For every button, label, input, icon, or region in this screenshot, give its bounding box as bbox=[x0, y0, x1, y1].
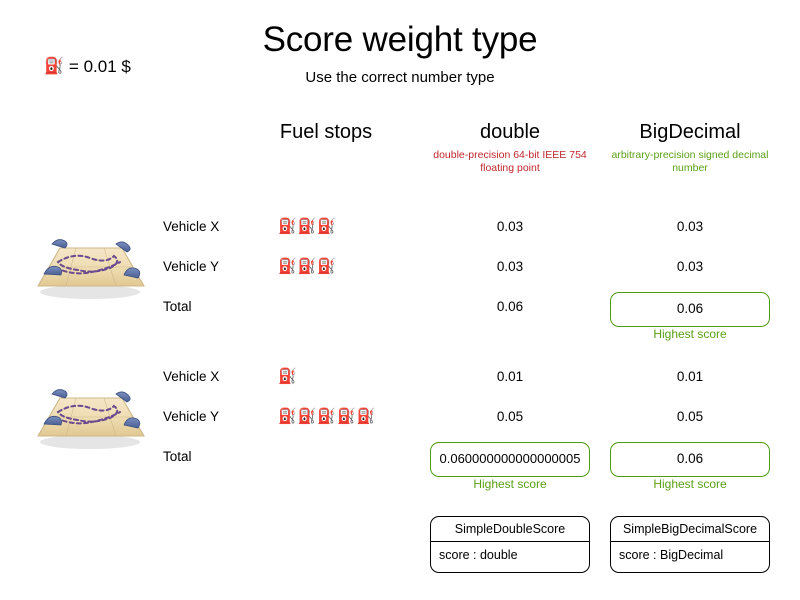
score-cell: 0.03 bbox=[676, 219, 704, 234]
score-cell: 0.01 bbox=[676, 369, 704, 384]
scenario-rows: Vehicle X ⛽ 0.01 0.01 Vehicle Y ⛽⛽⛽⛽⛽ 0.05 0.05… bbox=[0, 360, 800, 491]
score-value: 0.06 bbox=[676, 451, 704, 466]
row-label: Total bbox=[163, 449, 192, 464]
score-cell: 0.03 bbox=[676, 259, 704, 274]
vehicle-routing-map bbox=[30, 382, 150, 452]
table-row: Total 0.06 0.06 Highest score bbox=[0, 290, 800, 341]
highest-score-label: Highest score bbox=[653, 477, 727, 491]
highlighted-score-cell: 0.06 bbox=[610, 442, 770, 477]
table-row: Vehicle X ⛽ 0.01 0.01 bbox=[0, 360, 800, 400]
score-cell: 0.01 bbox=[496, 369, 524, 384]
column-header-bigdecimal: BigDecimal bbox=[639, 121, 741, 143]
page-subtitle: Use the correct number type bbox=[305, 69, 495, 86]
highlighted-score-cell: 0.060000000000000005 bbox=[430, 442, 590, 477]
row-label: Total bbox=[163, 299, 192, 314]
uml-class-name: SimpleBigDecimalScore bbox=[611, 517, 769, 542]
score-cell: 0.05 bbox=[496, 409, 524, 424]
legend: ⛽ = 0.01 $ bbox=[44, 56, 131, 78]
column-header-double: double bbox=[479, 121, 541, 143]
score-cell: 0.03 bbox=[496, 259, 524, 274]
uml-class-field: score : double bbox=[439, 548, 518, 562]
column-description-double: double-precision 64-bit IEEE 754 floatin… bbox=[433, 149, 587, 174]
row-label: Vehicle Y bbox=[163, 409, 220, 424]
table-row: Total 0.060000000000000005 Highest score 0.… bbox=[0, 440, 800, 491]
fuel-pump-icon-group: ⛽⛽⛽⛽⛽ bbox=[278, 408, 377, 425]
vehicle-routing-map-graphic bbox=[37, 239, 145, 299]
uml-class-simplebigdecimalscore: SimpleBigDecimalScore score : BigDecimal bbox=[610, 516, 770, 573]
uml-class-field: score : BigDecimal bbox=[619, 548, 724, 562]
highest-score-label: Highest score bbox=[473, 477, 547, 491]
row-label: Vehicle X bbox=[163, 219, 220, 234]
vehicle-routing-map bbox=[30, 232, 150, 302]
column-description-bigdecimal: arbitrary-precision signed decimal numbe… bbox=[611, 149, 769, 174]
score-value: 0.06 bbox=[676, 301, 704, 316]
row-label: Vehicle X bbox=[163, 369, 220, 384]
fuel-pump-icon-group: ⛽⛽⛽ bbox=[278, 258, 338, 275]
highlighted-score-cell: 0.06 bbox=[610, 292, 770, 327]
highest-score-label: Highest score bbox=[653, 327, 727, 341]
table-row: Vehicle Y ⛽⛽⛽ 0.03 0.03 bbox=[0, 250, 800, 290]
column-header-fuel-stops: Fuel stops bbox=[279, 121, 373, 143]
fuel-pump-icon: ⛽ bbox=[44, 58, 64, 75]
row-label: Vehicle Y bbox=[163, 259, 220, 274]
score-cell: 0.03 bbox=[496, 219, 524, 234]
uml-class-name: SimpleDoubleScore bbox=[431, 517, 589, 542]
fuel-pump-icon-group: ⛽⛽⛽ bbox=[278, 218, 338, 235]
score-value: 0.060000000000000005 bbox=[439, 451, 581, 466]
page-title: Score weight type bbox=[262, 20, 538, 59]
vehicle-routing-map-graphic bbox=[37, 389, 145, 449]
scenario-rows: Vehicle X ⛽⛽⛽ 0.03 0.03 Vehicle Y ⛽⛽⛽ 0.03 0.03… bbox=[0, 210, 800, 341]
score-cell: 0.05 bbox=[676, 409, 704, 424]
table-row: Vehicle Y ⛽⛽⛽⛽⛽ 0.05 0.05 bbox=[0, 400, 800, 440]
fuel-pump-icon-group: ⛽ bbox=[278, 368, 298, 385]
table-row: Vehicle X ⛽⛽⛽ 0.03 0.03 bbox=[0, 210, 800, 250]
score-cell: 0.06 bbox=[496, 299, 524, 314]
legend-text: = 0.01 $ bbox=[68, 57, 131, 76]
uml-class-simpledoublescore: SimpleDoubleScore score : double bbox=[430, 516, 590, 573]
